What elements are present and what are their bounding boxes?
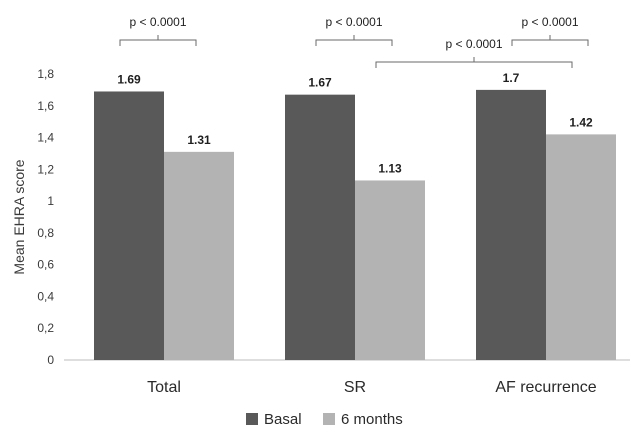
y-axis-label: Mean EHRA score xyxy=(11,159,27,274)
legend-swatch xyxy=(246,413,258,425)
p-value-label: p < 0.0001 xyxy=(445,37,502,51)
bars xyxy=(94,89,616,361)
bar-6-months xyxy=(546,134,616,360)
significance-bracket: p < 0.0001 xyxy=(119,15,197,46)
p-value-label: p < 0.0001 xyxy=(521,15,578,29)
category-label: AF recurrence xyxy=(495,379,596,396)
bar-6-months xyxy=(164,151,234,360)
bracket-line xyxy=(375,57,573,68)
bracket-line xyxy=(315,35,393,46)
data-label: 1.7 xyxy=(503,71,520,85)
y-tick-label: 1,2 xyxy=(37,162,54,176)
bar-basal xyxy=(285,94,355,361)
data-labels: 1.69 1.67 1.7 1.31 1.13 1.42 xyxy=(117,71,593,176)
data-label: 1.67 xyxy=(308,76,332,90)
significance-brackets: p < 0.0001 p < 0.0001 p < 0.0001 p < 0.0001 xyxy=(119,15,589,68)
bracket-line xyxy=(119,35,197,46)
legend-label: Basal xyxy=(264,411,302,428)
y-tick-label: 0,2 xyxy=(37,321,54,335)
y-tick-label: 0 xyxy=(47,353,54,367)
y-tick-label: 0,4 xyxy=(37,289,54,303)
legend-swatch xyxy=(323,413,335,425)
category-labels: Total SR AF recurrence xyxy=(147,379,597,396)
y-tick-label: 1 xyxy=(47,194,54,208)
significance-bracket: p < 0.0001 xyxy=(315,15,393,46)
data-label: 1.31 xyxy=(187,133,211,147)
p-value-label: p < 0.0001 xyxy=(129,15,186,29)
y-axis-ticks: 0 0,2 0,4 0,6 0,8 1 1,2 1,4 1,6 1,8 xyxy=(37,67,54,367)
legend-label: 6 months xyxy=(341,411,403,428)
bar-6-months xyxy=(355,180,425,360)
bar-basal xyxy=(94,91,164,360)
y-tick-label: 1,8 xyxy=(37,67,54,81)
bracket-line xyxy=(511,35,589,46)
y-tick-label: 0,8 xyxy=(37,226,54,240)
data-label: 1.13 xyxy=(378,161,402,175)
category-label: SR xyxy=(344,379,366,396)
p-value-label: p < 0.0001 xyxy=(325,15,382,29)
legend: Basal 6 months xyxy=(246,411,403,428)
y-tick-label: 1,4 xyxy=(37,131,54,145)
significance-bracket: p < 0.0001 xyxy=(511,15,589,46)
data-label: 1.69 xyxy=(117,72,141,86)
significance-bracket: p < 0.0001 xyxy=(375,37,573,68)
category-label: Total xyxy=(147,379,181,396)
bar-basal xyxy=(476,89,546,360)
y-tick-label: 0,6 xyxy=(37,258,54,272)
y-tick-label: 1,6 xyxy=(37,99,54,113)
data-label: 1.42 xyxy=(569,115,593,129)
